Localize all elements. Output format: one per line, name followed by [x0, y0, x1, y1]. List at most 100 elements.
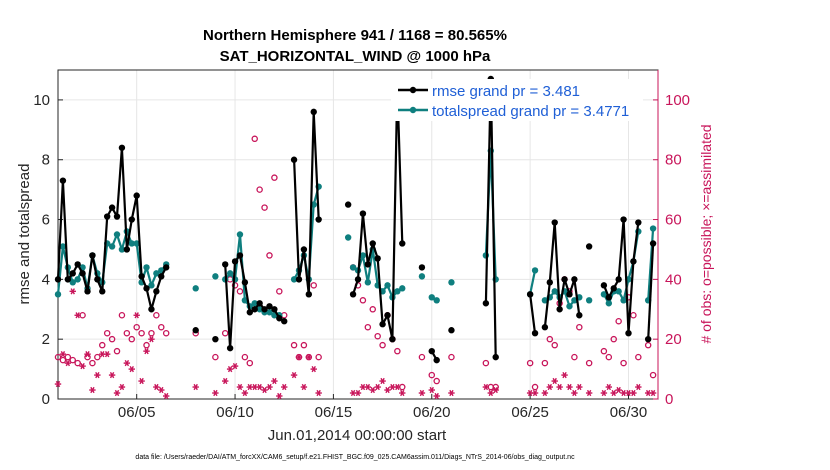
asterisk-stroke — [291, 371, 297, 379]
asterisk-stroke — [114, 389, 120, 397]
rmse-point — [290, 156, 298, 163]
spread-point — [108, 243, 116, 250]
asterisk-stroke — [434, 392, 439, 400]
obs-assimilated-point — [276, 392, 283, 400]
spread-point — [541, 297, 549, 304]
obs-assimilated-point — [492, 386, 499, 394]
obs-possible-point — [576, 323, 583, 331]
rmse-point — [276, 315, 283, 322]
spread-point — [290, 276, 298, 283]
y-right-tick-label: 100 — [665, 92, 690, 109]
asterisk-stroke — [350, 389, 356, 397]
obs-possible-point — [123, 329, 131, 337]
rmse-point — [59, 177, 67, 184]
obs-assimilated-point — [300, 383, 308, 391]
asterisk-stroke — [636, 383, 641, 391]
obs-possible-point — [374, 332, 381, 340]
rmse-point — [99, 288, 106, 295]
spread-point — [620, 297, 627, 304]
rmse-point — [256, 300, 263, 307]
obs-assimilated-point — [226, 365, 234, 373]
obs-possible-point — [54, 353, 62, 361]
obs-assimilated-point — [384, 386, 391, 394]
asterisk-stroke — [100, 351, 105, 358]
y-right-tick-label: 20 — [665, 331, 682, 348]
obs-possible-point — [99, 341, 106, 349]
rmse-point — [526, 291, 534, 298]
obs-assimilated-point — [74, 312, 81, 319]
asterisk-stroke — [227, 365, 233, 373]
obs-possible-point — [620, 359, 627, 367]
asterisk-stroke — [429, 386, 434, 394]
spread-point — [585, 297, 593, 304]
x-axis: 06/05 06/10 06/15 06/20 06/25 06/30 — [118, 394, 647, 421]
spread-point — [54, 291, 62, 298]
asterisk-stroke — [55, 380, 61, 388]
obs-possible-point — [546, 335, 554, 343]
obs-assimilated-point — [64, 359, 72, 367]
obs-assimilated-point — [266, 383, 273, 391]
asterisk-stroke — [311, 365, 316, 373]
rmse-point — [128, 216, 135, 223]
asterisk-stroke — [213, 389, 218, 397]
obs-assimilated-point — [605, 383, 613, 391]
rmse-point — [364, 261, 372, 268]
rmse-point — [615, 276, 622, 283]
spread-point — [428, 294, 435, 301]
obs-possible-point — [433, 377, 440, 385]
obs-possible-point — [315, 353, 322, 361]
rmse-point — [246, 309, 254, 316]
asterisk-stroke — [257, 383, 262, 391]
asterisk-stroke — [85, 351, 90, 358]
asterisk-stroke — [562, 371, 567, 379]
obs-possible-point — [74, 359, 81, 367]
asterisk-stroke — [149, 336, 154, 343]
grid-lines — [58, 70, 658, 399]
obs-possible-point — [231, 282, 239, 289]
obs-assimilated-point — [379, 377, 386, 385]
rmse-point — [64, 276, 72, 283]
asterisk-stroke — [626, 389, 631, 397]
asterisk-stroke — [572, 389, 577, 397]
asterisk-stroke — [242, 389, 248, 397]
obs-possible-point — [241, 353, 249, 361]
rmse-point — [482, 300, 490, 307]
rmse-point — [644, 335, 652, 343]
spread-point — [649, 225, 657, 232]
spread-point — [148, 282, 155, 289]
asterisk-stroke — [375, 383, 380, 391]
obs-assimilated-point — [541, 389, 549, 397]
obs-assimilated-point — [79, 362, 86, 370]
obs-assimilated-point — [428, 386, 435, 394]
obs-assimilated-point — [585, 389, 593, 397]
x-tick-label: 06/25 — [511, 404, 549, 421]
spread-point — [566, 303, 573, 310]
obs-possible-point — [394, 347, 401, 355]
obs-possible-point — [635, 353, 642, 361]
spread-point — [605, 300, 613, 307]
asterisk-stroke — [129, 365, 134, 373]
obs-possible-point — [310, 282, 317, 289]
obs-possible-point — [148, 329, 155, 337]
spread-point — [59, 243, 67, 250]
obs-assimilated-point — [222, 377, 229, 385]
obs-possible-point — [236, 288, 244, 295]
asterisk-stroke — [124, 359, 130, 367]
rmse-point — [531, 330, 539, 337]
rmse-point — [576, 312, 583, 319]
obs-assimilated-point — [94, 371, 101, 379]
obs-possible-point — [266, 252, 273, 259]
spread-point — [192, 285, 199, 292]
y-tick-label: 6 — [42, 212, 50, 229]
rmse-point — [620, 216, 627, 223]
obs-assimilated-point — [158, 386, 165, 394]
obs-possible-point — [605, 353, 613, 361]
spread-point — [359, 252, 367, 259]
obs-assimilated-point — [256, 383, 263, 391]
chart-title: Northern Hemisphere 941 / 1168 = 80.565% — [203, 27, 507, 44]
rmse-point — [241, 279, 249, 286]
rmse-point — [94, 276, 101, 283]
asterisk-stroke — [139, 377, 144, 385]
asterisk-stroke — [104, 351, 110, 358]
obs-possible-point — [585, 359, 593, 367]
